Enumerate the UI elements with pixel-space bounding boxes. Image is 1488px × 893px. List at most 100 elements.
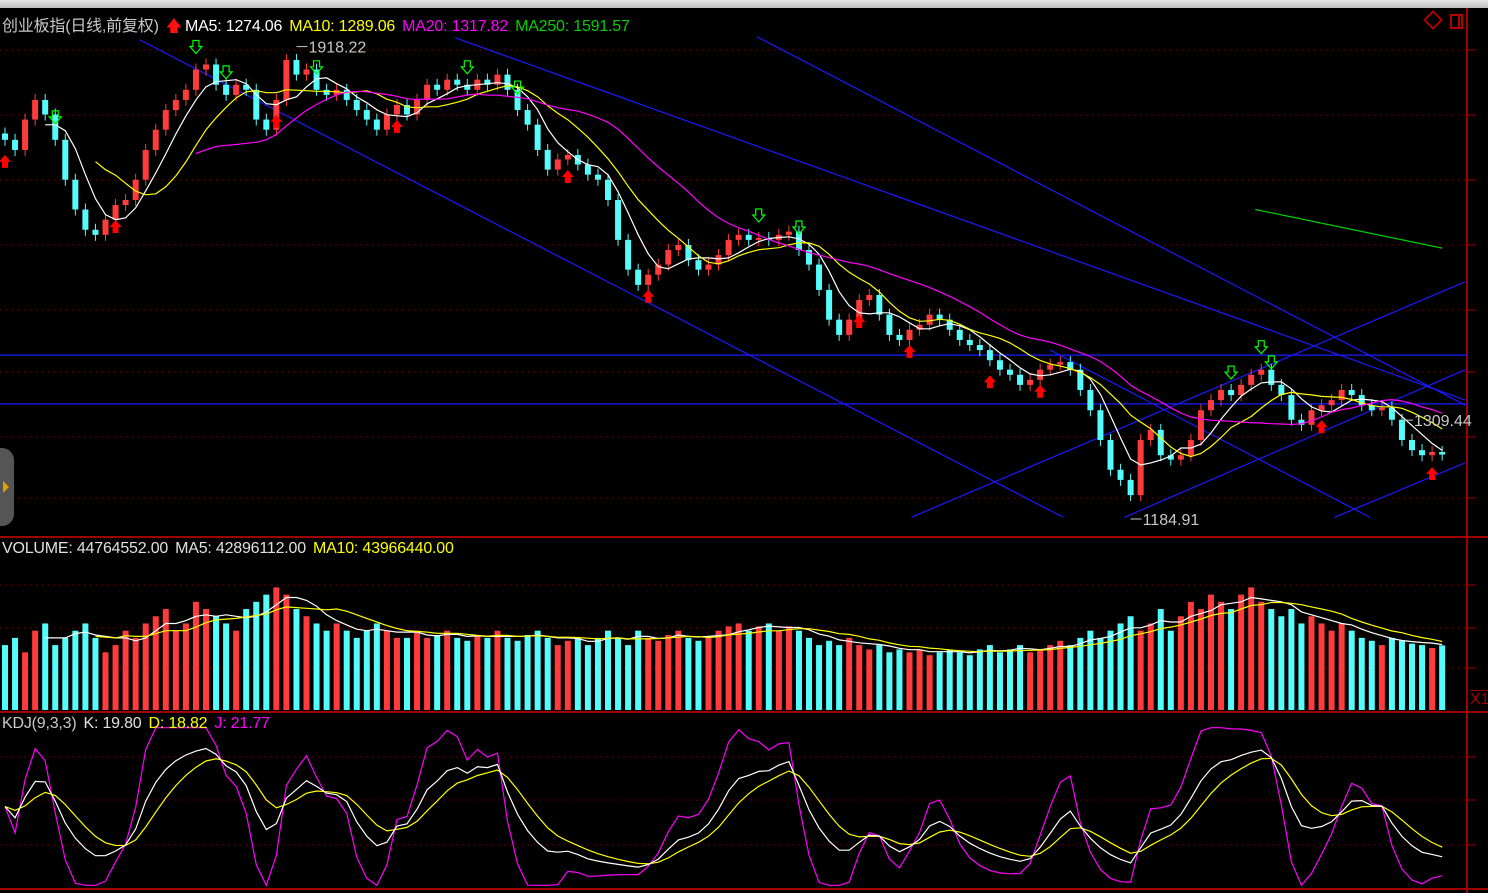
candle xyxy=(363,110,370,120)
volume-bar xyxy=(464,640,471,710)
volume-bar xyxy=(976,649,983,710)
price-annotation: 1918.22 xyxy=(308,40,366,57)
ma5-label: MA5: 1274.06 xyxy=(184,18,283,35)
volume-bar xyxy=(484,637,491,710)
candle xyxy=(2,133,8,140)
trend-line xyxy=(911,281,1466,518)
volume-bar xyxy=(826,640,833,710)
expand-left-icon[interactable] xyxy=(0,448,14,526)
candle xyxy=(1388,407,1395,420)
volume-bar xyxy=(1358,637,1365,710)
volume-bar xyxy=(323,630,330,710)
candle xyxy=(62,139,69,180)
candle xyxy=(936,314,943,320)
kdj-k-label: K: 19.80 xyxy=(83,715,142,732)
candle xyxy=(1228,389,1235,396)
volume-bar xyxy=(725,626,732,710)
buy-signal-arrow-up-icon xyxy=(903,344,916,358)
volume-bar xyxy=(635,630,642,710)
volume-bar xyxy=(534,630,541,710)
candle xyxy=(635,269,642,285)
volume-bar xyxy=(112,645,119,710)
volume-bar xyxy=(1429,647,1436,710)
volume-bar xyxy=(745,630,752,710)
volume-bar xyxy=(82,623,89,710)
candle xyxy=(1288,395,1295,420)
ma20-label: MA20: 1317.82 xyxy=(402,18,509,35)
candle xyxy=(42,99,49,115)
volume-bar xyxy=(705,637,712,710)
candle xyxy=(383,114,390,130)
volume-bar xyxy=(434,635,441,710)
sell-signal-arrow-down-icon xyxy=(47,110,63,125)
candle xyxy=(886,314,893,335)
kdj-header: KDJ(9,3,3) K: 19.80 D: 18.82 J: 21.77 xyxy=(2,715,277,733)
volume-ma10-line xyxy=(95,601,1443,653)
volume-ma5-label: MA5: 42896112.00 xyxy=(175,540,306,557)
volume-bar xyxy=(1268,609,1275,710)
axis-scale-label[interactable]: X1 xyxy=(1470,690,1488,711)
volume-bar xyxy=(2,645,8,710)
ma250-label: MA250: 1591.57 xyxy=(515,18,630,35)
volume-bar xyxy=(524,635,531,710)
volume-bar xyxy=(253,601,260,710)
candle xyxy=(866,294,873,301)
volume-bar xyxy=(1368,640,1375,710)
volume-bar xyxy=(22,652,29,710)
split-window-icon[interactable] xyxy=(1450,14,1463,29)
volume-bar xyxy=(32,630,39,710)
candle xyxy=(434,84,441,90)
volume-bar xyxy=(1439,645,1446,710)
candle xyxy=(896,334,903,340)
kdj-d-line xyxy=(4,757,1443,865)
volume-bar xyxy=(1077,637,1084,710)
volume-bar xyxy=(504,637,511,710)
volume-bar xyxy=(775,630,782,710)
candle xyxy=(1258,369,1265,375)
candle xyxy=(1358,395,1365,406)
volume-bar xyxy=(1208,594,1214,710)
trend-line xyxy=(1334,462,1466,518)
volume-header: VOLUME: 44764552.00 MA5: 42896112.00 MA10:… xyxy=(2,540,461,558)
volume-bar xyxy=(303,616,310,710)
trend-line xyxy=(756,36,1466,406)
volume-bar xyxy=(1137,630,1144,710)
candle xyxy=(1318,405,1325,411)
volume-bar xyxy=(444,630,451,710)
buy-signal-arrow-up-icon xyxy=(642,289,655,303)
candle xyxy=(1338,389,1345,401)
price-header: 创业板指(日线,前复权) 🡅 MA5: 1274.06 MA10: 1289.06 MA… xyxy=(2,12,637,42)
candle xyxy=(645,274,652,285)
ma10-line xyxy=(95,85,1443,458)
candle xyxy=(1409,440,1415,451)
buy-signal-arrow-up-icon xyxy=(270,114,283,128)
candle xyxy=(273,99,280,130)
candle xyxy=(1087,389,1094,411)
volume-bar xyxy=(1097,637,1104,710)
sell-signal-arrow-down-icon xyxy=(1253,340,1269,355)
candle xyxy=(293,60,300,75)
volume-bar xyxy=(132,637,139,710)
candle xyxy=(1007,369,1013,375)
volume-bar xyxy=(273,587,280,710)
candle xyxy=(1137,440,1144,496)
volume-bar xyxy=(1288,609,1295,710)
candle xyxy=(836,319,843,335)
volume-bar xyxy=(926,655,933,710)
volume-bar xyxy=(886,652,893,710)
candle xyxy=(735,234,742,240)
volume-bar xyxy=(605,630,611,710)
volume-bar xyxy=(42,623,49,710)
kdj-k-line xyxy=(4,747,1443,868)
candle xyxy=(112,205,119,220)
volume-bar xyxy=(383,630,390,710)
candle xyxy=(1439,452,1446,455)
volume-bar xyxy=(1177,616,1184,710)
candle xyxy=(755,237,762,240)
candle xyxy=(1348,389,1355,396)
candle xyxy=(946,319,953,330)
volume-bar xyxy=(1258,601,1265,710)
candle xyxy=(142,149,149,180)
candle xyxy=(424,84,431,100)
